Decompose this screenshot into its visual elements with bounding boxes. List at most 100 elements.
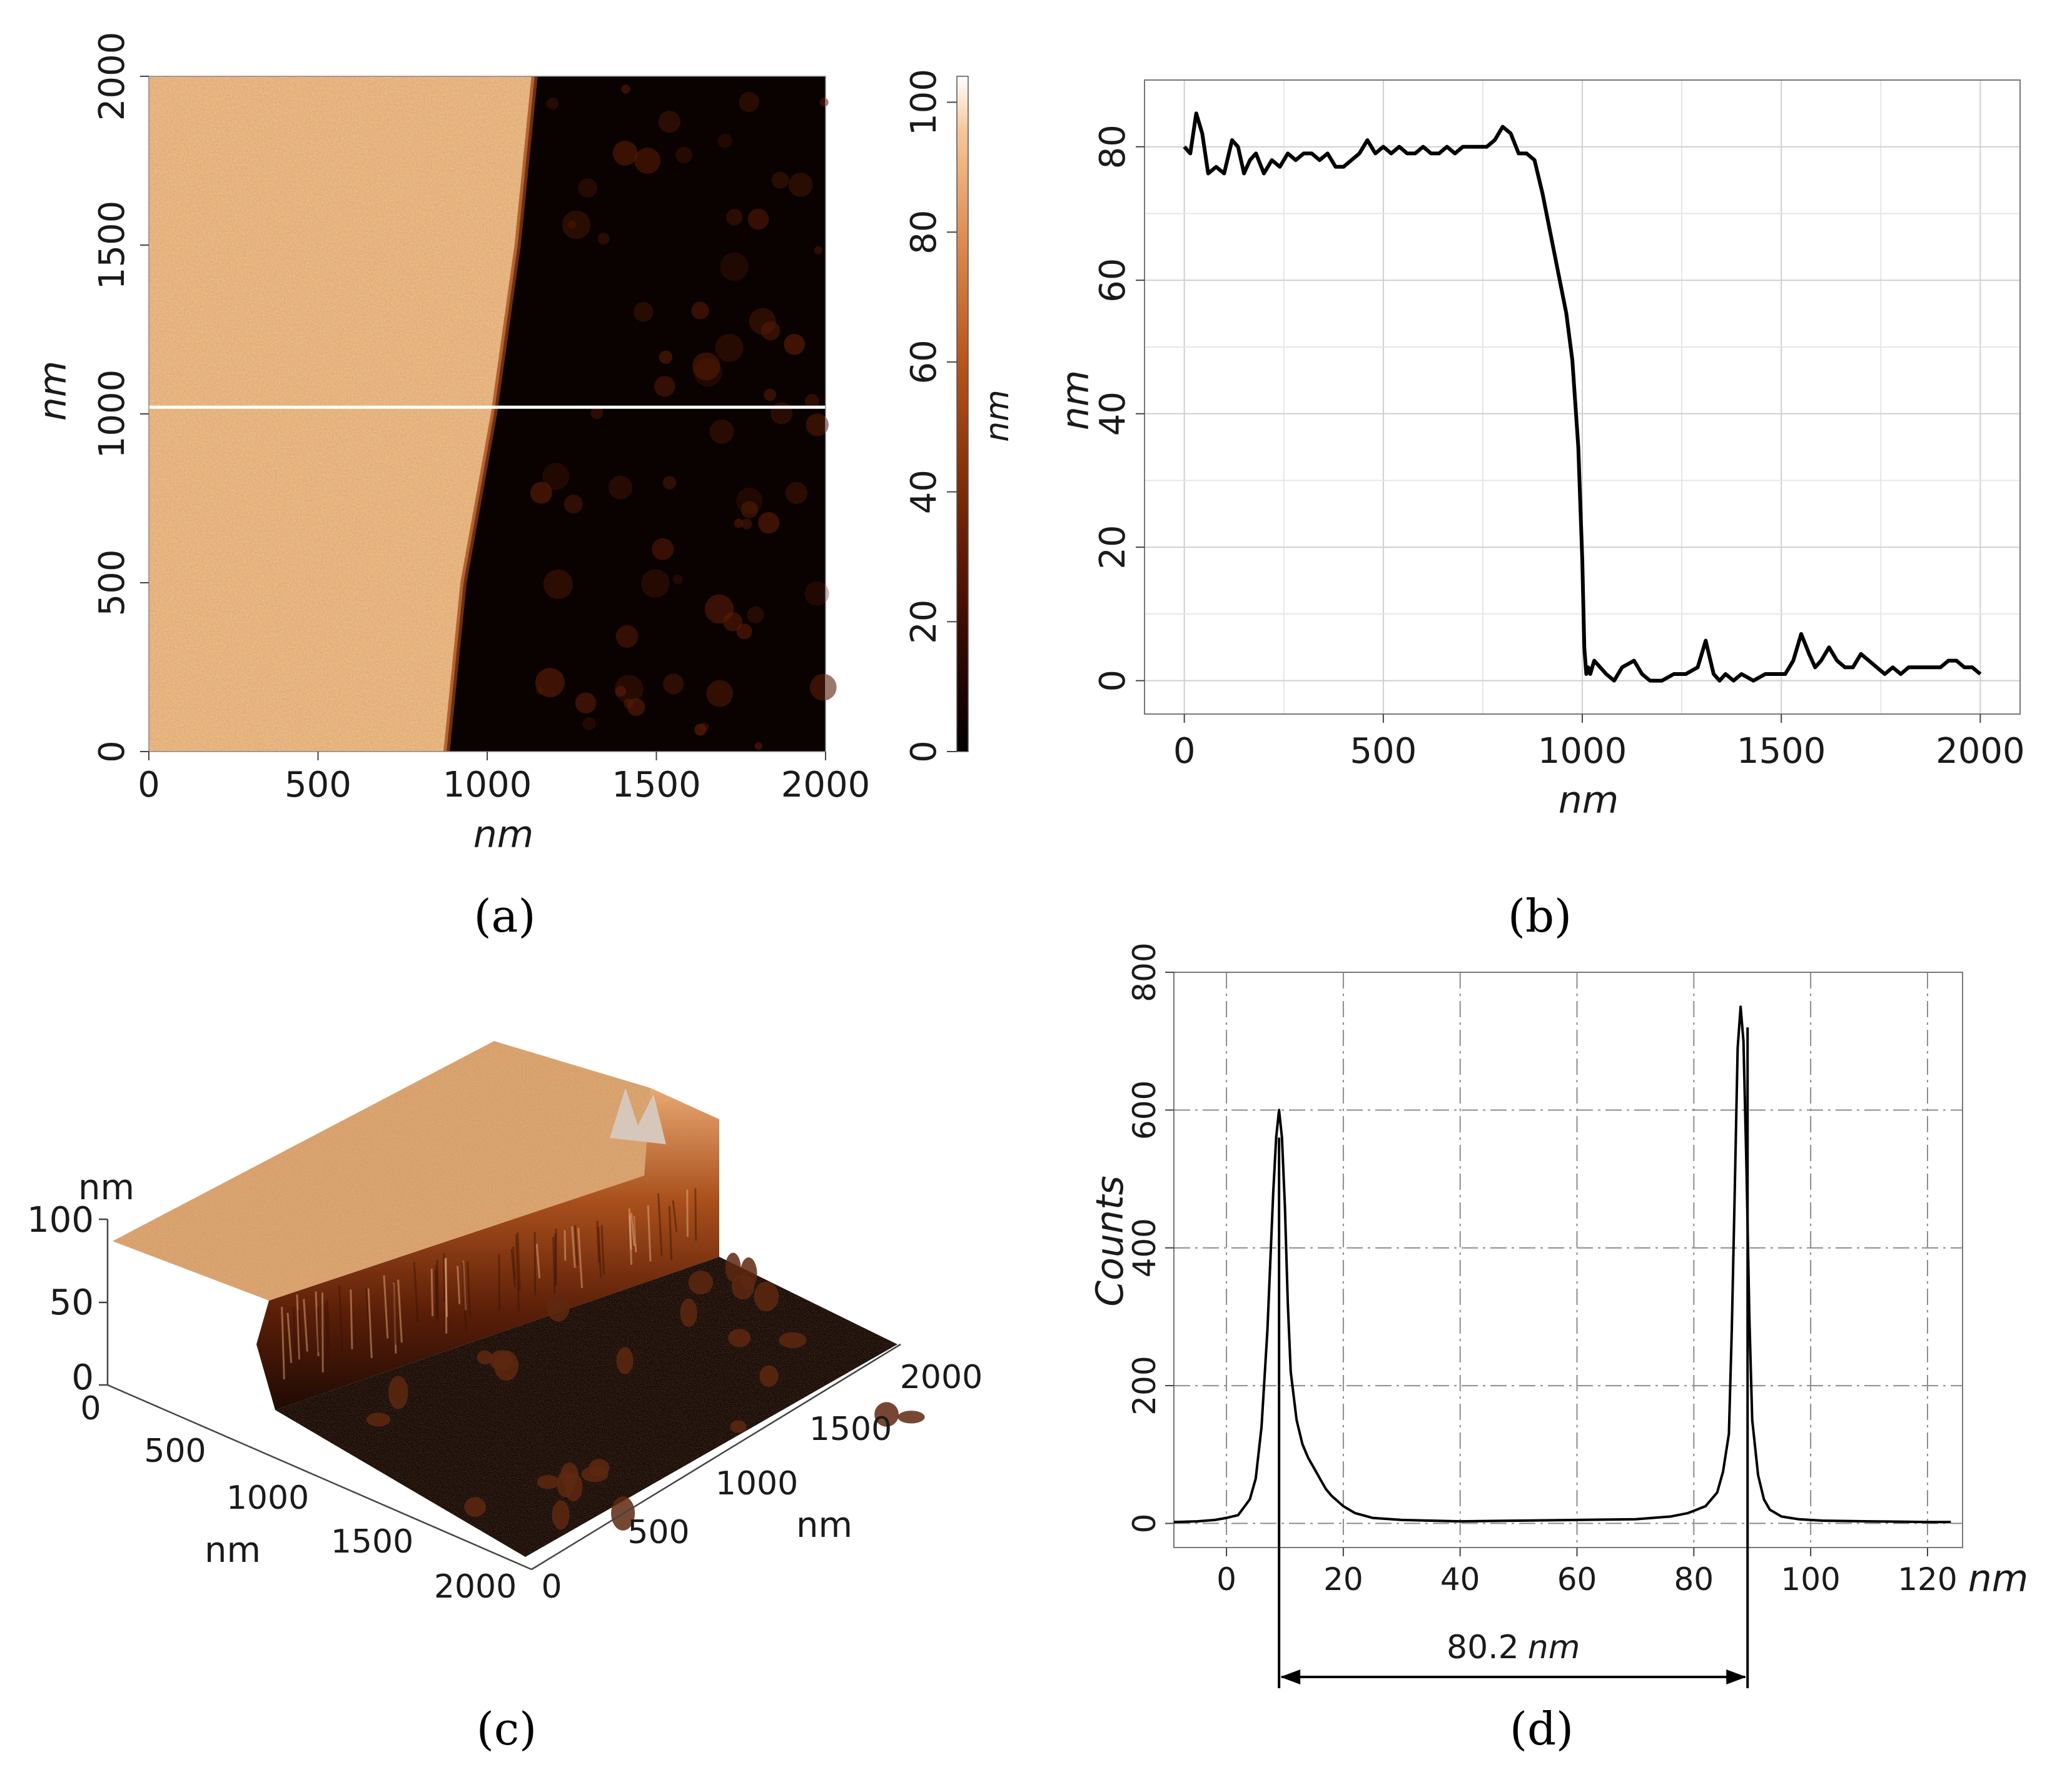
substrate-particle xyxy=(658,111,680,133)
panel-d-grid xyxy=(1174,972,1963,1548)
substrate-particle xyxy=(804,581,829,606)
afm-substrate-particles xyxy=(530,84,837,750)
z-tick-label-100: 100 xyxy=(27,1200,94,1241)
afm-film-edge xyxy=(443,76,538,752)
annotation-arrowhead-right xyxy=(1726,1669,1747,1684)
y-axis-label: nm xyxy=(796,1505,852,1546)
x-tick-label: 2000 xyxy=(1936,731,2025,772)
wall-streak xyxy=(694,1188,697,1241)
substrate-particle xyxy=(771,402,793,425)
substrate-particle xyxy=(609,475,632,500)
wall-streak xyxy=(324,1302,330,1360)
wall-streak xyxy=(397,1279,403,1343)
substrate-particle xyxy=(788,173,813,197)
x-axis-label: nm xyxy=(205,1530,261,1571)
substrate-particle xyxy=(725,209,743,226)
surface-particle xyxy=(366,1412,391,1427)
substrate-particle xyxy=(578,178,598,198)
y-tick-label: 1500 xyxy=(92,201,133,290)
colorbar-tick-label: 40 xyxy=(904,470,944,514)
wall-streak xyxy=(668,1206,673,1261)
substrate-particle xyxy=(615,625,639,648)
z-axis-label: nm xyxy=(78,1167,134,1208)
surface-particle xyxy=(552,1500,570,1530)
wall-streak xyxy=(365,1287,371,1336)
wall-streak xyxy=(315,1291,320,1357)
substrate-particle xyxy=(754,742,762,750)
surface-step-wall xyxy=(256,1088,719,1410)
substrate-particle xyxy=(784,333,806,355)
panel-b-grid xyxy=(1145,80,2020,714)
surface-film-texture xyxy=(113,1041,650,1301)
surface-particle xyxy=(547,1294,570,1322)
x-tick-label-0: 0 xyxy=(80,1390,101,1427)
substrate-particle xyxy=(662,476,677,490)
histogram-curve xyxy=(1173,1005,1951,1524)
substrate-particle xyxy=(704,594,734,624)
surface-particle xyxy=(725,1252,741,1282)
wall-streak xyxy=(392,1284,397,1346)
substrate-particle xyxy=(772,171,789,189)
wall-streak xyxy=(574,1225,579,1266)
wall-streak xyxy=(462,1261,467,1331)
surface-particle xyxy=(759,1365,779,1387)
annotation-value: 80.2 xyxy=(1447,1629,1519,1666)
substrate-particle xyxy=(739,92,759,113)
wall-streak xyxy=(434,1270,438,1319)
x-tick-label-2000: 2000 xyxy=(434,1568,517,1606)
y-tick-label: 80 xyxy=(1093,124,1133,169)
x-tick-label: 120 xyxy=(1898,1561,1957,1598)
panel-d-height-histogram: 0 20 40 60 80 100 120 0 200 400 600 800 nm Counts 8… xyxy=(1088,942,2028,1688)
wall-streak xyxy=(292,1307,296,1357)
substrate-particle xyxy=(761,321,781,341)
x-tick-label: 2000 xyxy=(781,765,871,805)
substrate-particle xyxy=(640,569,670,598)
surface-particle xyxy=(477,1350,493,1365)
panel-b-height-profile: 0 500 1000 1500 2000 0 20 40 60 80 nm nm xyxy=(1054,79,2025,822)
substrate-particle xyxy=(814,246,822,254)
wall-streak xyxy=(462,1261,467,1311)
wall-streak xyxy=(367,1288,373,1359)
panel-d-axes: 0 20 40 60 80 100 120 0 200 400 600 800 xyxy=(1126,942,1958,1598)
surface-particle xyxy=(740,1257,757,1290)
panel-c-3d-surface: nm 100 50 0 0 500 1000 1500 2000 nm 0 50… xyxy=(27,1041,983,1606)
surface-particle xyxy=(754,1281,779,1312)
wall-streak xyxy=(296,1294,301,1360)
surface-particle xyxy=(589,1459,610,1477)
substrate-particle xyxy=(535,686,544,695)
colorbar-axis: 0 20 40 60 80 100 xyxy=(904,69,957,763)
wall-streak xyxy=(552,1237,556,1294)
y-tick-label-0: 0 xyxy=(541,1568,562,1606)
wall-streak xyxy=(515,1234,520,1312)
substrate-particle xyxy=(717,133,732,148)
wall-streak xyxy=(430,1269,434,1316)
substrate-particle xyxy=(663,673,684,695)
y-tick-label: 500 xyxy=(92,550,133,617)
wall-streak xyxy=(383,1275,389,1339)
substrate-particle xyxy=(582,717,596,730)
surface-particle xyxy=(728,1329,751,1347)
substrate-particle xyxy=(741,518,752,530)
afm-film-texture xyxy=(149,76,535,752)
wall-streak xyxy=(596,1221,600,1264)
surface-particle xyxy=(874,1402,899,1427)
substrate-particle xyxy=(804,394,819,408)
wall-streak xyxy=(629,1215,632,1250)
panel-label-d: (d) xyxy=(1510,1703,1574,1755)
x-tick-label: 0 xyxy=(1173,731,1196,772)
x-tick-label: 100 xyxy=(1781,1561,1840,1598)
wall-streak xyxy=(633,1216,637,1252)
x-tick-label: 1500 xyxy=(1737,731,1826,772)
wall-streak xyxy=(350,1289,353,1349)
annotation-text: 80.2 nm xyxy=(1447,1629,1580,1666)
substrate-particle xyxy=(563,495,583,514)
surface-particle xyxy=(680,1298,697,1327)
substrate-particle xyxy=(562,210,591,239)
panel-b-xlabel: nm xyxy=(1559,778,1619,822)
substrate-particle xyxy=(740,501,759,518)
wall-streak xyxy=(577,1227,584,1289)
substrate-particle xyxy=(785,481,808,505)
wall-streak xyxy=(298,1310,303,1372)
